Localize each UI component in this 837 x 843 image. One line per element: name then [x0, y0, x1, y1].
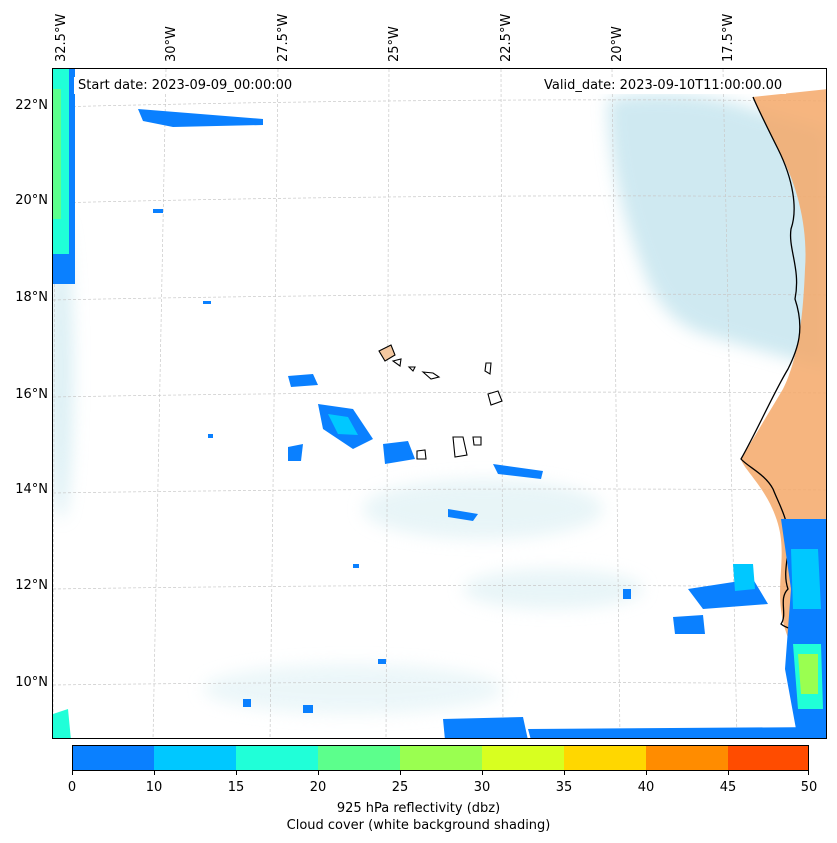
island-santiago — [452, 436, 468, 458]
refl-cluster-7 — [688, 579, 768, 609]
cloud-cover-west — [53, 219, 73, 519]
lat-label-22n: 22°N — [15, 98, 48, 113]
refl-speck-8 — [623, 589, 631, 599]
cloud-cover-center — [363, 479, 603, 539]
map-canvas — [53, 69, 826, 738]
cloud-cover-layer — [53, 93, 826, 714]
colorbar-tick-20: 20 — [309, 780, 327, 795]
lon-label-25w: 25°W — [387, 26, 402, 62]
refl-west-edge-core — [53, 89, 61, 219]
colorbar-tick-0: 0 — [67, 780, 77, 795]
refl-speck-7 — [303, 705, 313, 713]
colorbar-tickmark — [646, 771, 647, 775]
lon-label-20w: 20°W — [610, 26, 625, 62]
refl-south-3 — [528, 727, 826, 738]
refl-cluster-7b — [733, 564, 755, 591]
refl-speck-5 — [378, 659, 386, 664]
island-santa-luzia — [407, 366, 416, 372]
colorbar-tick-45: 45 — [719, 780, 737, 795]
colorbar-tick-40: 40 — [637, 780, 655, 795]
refl-speck-6 — [243, 699, 251, 707]
colorbar-tick-50: 50 — [800, 780, 818, 795]
cloud-cover-mid — [463, 569, 643, 609]
island-santo-antao — [378, 344, 396, 362]
colorbar-cell-4 — [400, 745, 482, 771]
colorbar-cell-6 — [564, 745, 646, 771]
colorbar-tick-25: 25 — [391, 780, 409, 795]
lat-label-18n: 18°N — [15, 290, 48, 305]
refl-cluster-4 — [383, 441, 415, 464]
lat-label-20n: 20°N — [15, 193, 48, 208]
lon-label-22-5w: 22.5°W — [499, 13, 514, 62]
colorbar-tickmark — [482, 771, 483, 775]
refl-speck-1 — [153, 209, 163, 213]
refl-cluster-8 — [673, 615, 705, 634]
colorbar-cell-2 — [236, 745, 318, 771]
lat-label-10n: 10°N — [15, 675, 48, 690]
refl-east-band-peak — [798, 654, 818, 694]
reflectivity-layer — [53, 69, 826, 738]
colorbar-tickmark — [728, 771, 729, 775]
start-date-label: Start date: 2023-09-09_00:00:00 — [74, 77, 297, 94]
refl-speck-3 — [208, 434, 213, 438]
refl-cluster-1 — [288, 374, 318, 387]
lon-label-17-5w: 17.5°W — [721, 13, 736, 62]
africa-coastline — [740, 96, 826, 643]
colorbar-cell-7 — [646, 745, 728, 771]
map-panel — [52, 68, 827, 739]
refl-south-1 — [443, 717, 528, 738]
refl-speck-2 — [203, 301, 211, 304]
refl-cluster-3 — [288, 444, 303, 461]
colorbar-cell-0 — [72, 745, 154, 771]
colorbar-tick-15: 15 — [227, 780, 245, 795]
colorbar-tickmark — [318, 771, 319, 775]
lon-label-32-5w: 32.5°W — [54, 13, 69, 62]
colorbar-cell-8 — [728, 745, 809, 771]
colorbar-tickmark — [564, 771, 565, 775]
refl-speck-4 — [353, 564, 359, 568]
cape-verde-islands — [378, 344, 503, 460]
island-boa-vista — [487, 390, 503, 406]
colorbar-tickmark — [72, 771, 73, 775]
lat-label-12n: 12°N — [15, 578, 48, 593]
colorbar-tick-30: 30 — [473, 780, 491, 795]
colorbar-label-reflectivity: 925 hPa reflectivity (dbz) — [336, 801, 501, 816]
refl-cluster-6 — [448, 509, 478, 521]
colorbar: 0 10 15 20 25 30 35 40 45 50 — [68, 745, 817, 795]
colorbar-tickmark — [154, 771, 155, 775]
cloud-cover-south — [203, 664, 503, 714]
colorbar-frame — [72, 745, 809, 771]
island-sal — [484, 362, 492, 375]
lon-label-30w: 30°W — [164, 26, 179, 62]
valid-date-label: Valid_date: 2023-09-10T11:00:00.00 — [540, 77, 787, 94]
refl-cluster-5 — [493, 464, 543, 479]
lat-label-14n: 14°N — [15, 482, 48, 497]
island-sao-vicente — [391, 358, 402, 367]
island-fogo — [416, 449, 427, 460]
colorbar-label-cloud-cover: Cloud cover (white background shading) — [286, 818, 551, 833]
island-brava — [472, 436, 482, 446]
cloud-cover-east — [608, 93, 826, 369]
colorbar-cell-5 — [482, 745, 564, 771]
refl-east-band-mid — [791, 549, 821, 609]
lon-label-27-5w: 27.5°W — [276, 13, 291, 62]
island-sao-nicolau — [421, 371, 441, 380]
colorbar-tick-10: 10 — [145, 780, 163, 795]
lat-label-16n: 16°N — [15, 387, 48, 402]
colorbar-tickmark — [400, 771, 401, 775]
graticule — [53, 69, 826, 738]
refl-south-2 — [53, 709, 71, 738]
refl-cluster-2b — [328, 414, 358, 435]
colorbar-cell-1 — [154, 745, 236, 771]
colorbar-tickmark — [808, 771, 809, 775]
colorbar-tickmark — [236, 771, 237, 775]
colorbar-tick-35: 35 — [555, 780, 573, 795]
refl-top-band — [138, 109, 263, 127]
colorbar-cell-3 — [318, 745, 400, 771]
